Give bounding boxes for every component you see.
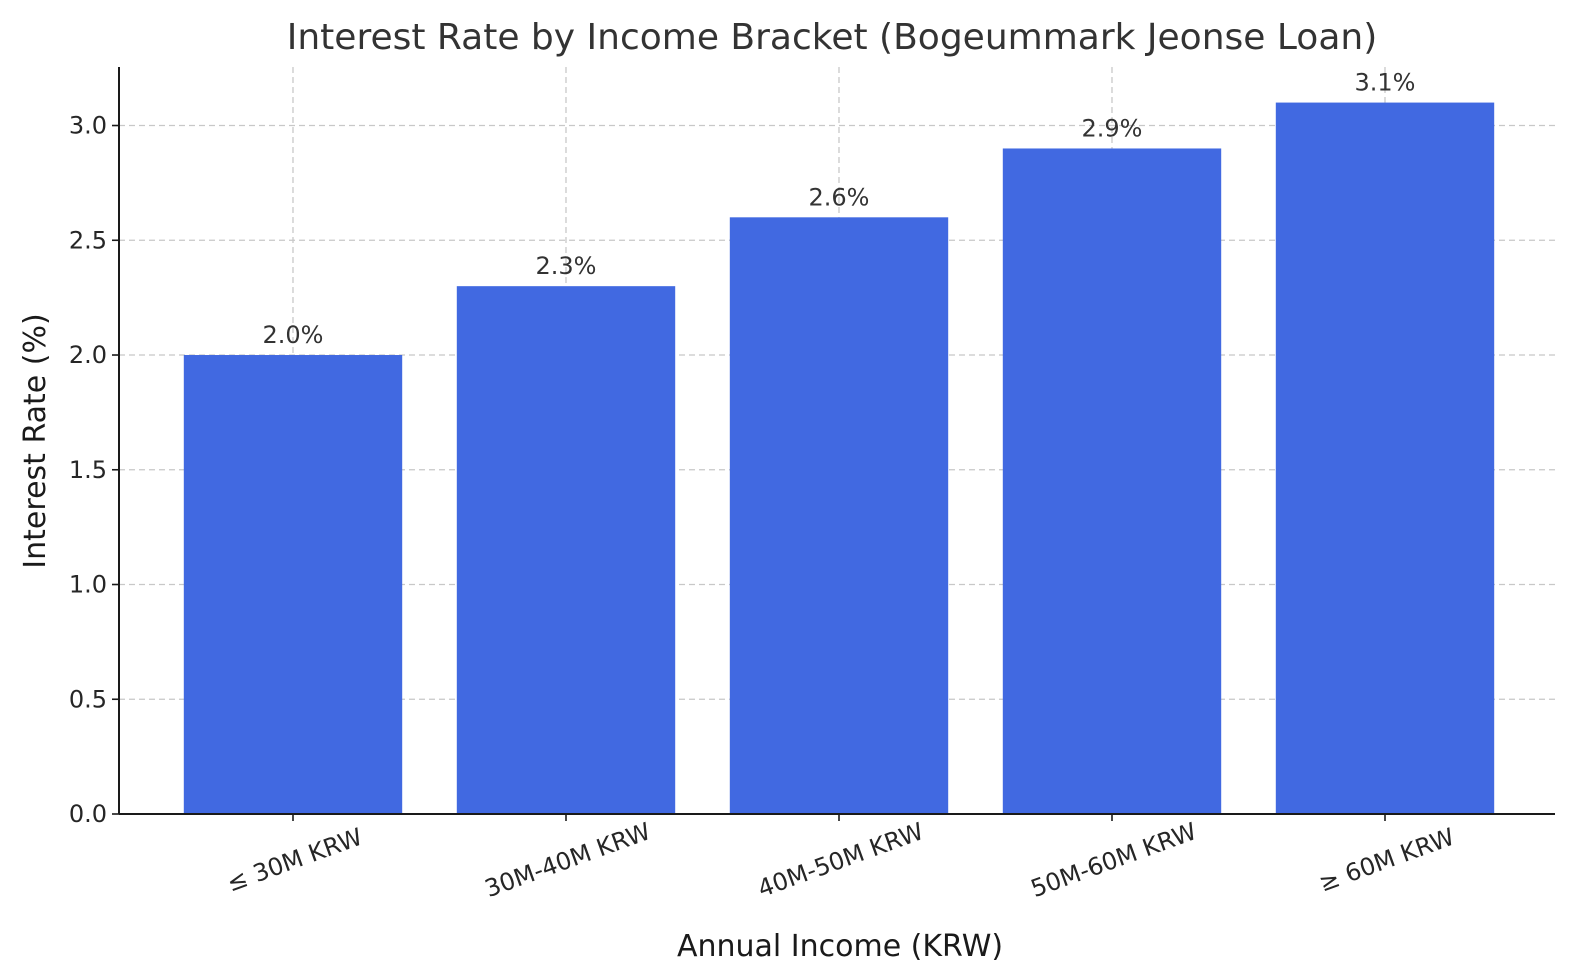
bar-value-label: 2.0% (263, 321, 324, 349)
y-tick-label: 3.0 (69, 112, 107, 140)
x-ticks: ≤ 30M KRW 30M-40M KRW 40M-50M KRW 50M-60M K… (223, 814, 1458, 903)
x-tick-label: ≥ 60M KRW (1315, 823, 1458, 898)
bar-value-label: 2.6% (809, 183, 870, 211)
y-tick-label: 2.0 (69, 341, 107, 369)
bar (456, 286, 676, 814)
x-tick-label: 50M-60M KRW (1027, 817, 1200, 903)
y-ticks: 0.0 0.5 1.0 1.5 2.0 2.5 3.0 (69, 112, 119, 828)
chart-title: Interest Rate by Income Bracket (Bogeumm… (287, 17, 1378, 58)
x-tick-label: 40M-50M KRW (754, 817, 927, 903)
y-tick-label: 1.5 (69, 456, 107, 484)
bar (729, 217, 949, 814)
x-axis-title: Annual Income (KRW) (677, 929, 1003, 964)
axes (118, 67, 1555, 815)
x-tick-label: 30M-40M KRW (481, 817, 654, 903)
y-tick-label: 1.0 (69, 571, 107, 599)
bar (1275, 102, 1495, 815)
bars (183, 102, 1495, 815)
data-labels: 2.0% 2.3% 2.6% 2.9% 3.1% (263, 69, 1416, 349)
bar (183, 355, 403, 814)
bar-value-label: 2.3% (536, 252, 597, 280)
y-tick-label: 2.5 (69, 226, 107, 254)
y-axis-title: Interest Rate (%) (18, 313, 53, 568)
bar-value-label: 3.1% (1355, 69, 1416, 97)
bar (1002, 148, 1222, 815)
x-tick-label: ≤ 30M KRW (223, 823, 366, 898)
y-tick-label: 0.5 (69, 685, 107, 713)
bar-value-label: 2.9% (1082, 114, 1143, 142)
y-tick-label: 0.0 (69, 800, 107, 828)
